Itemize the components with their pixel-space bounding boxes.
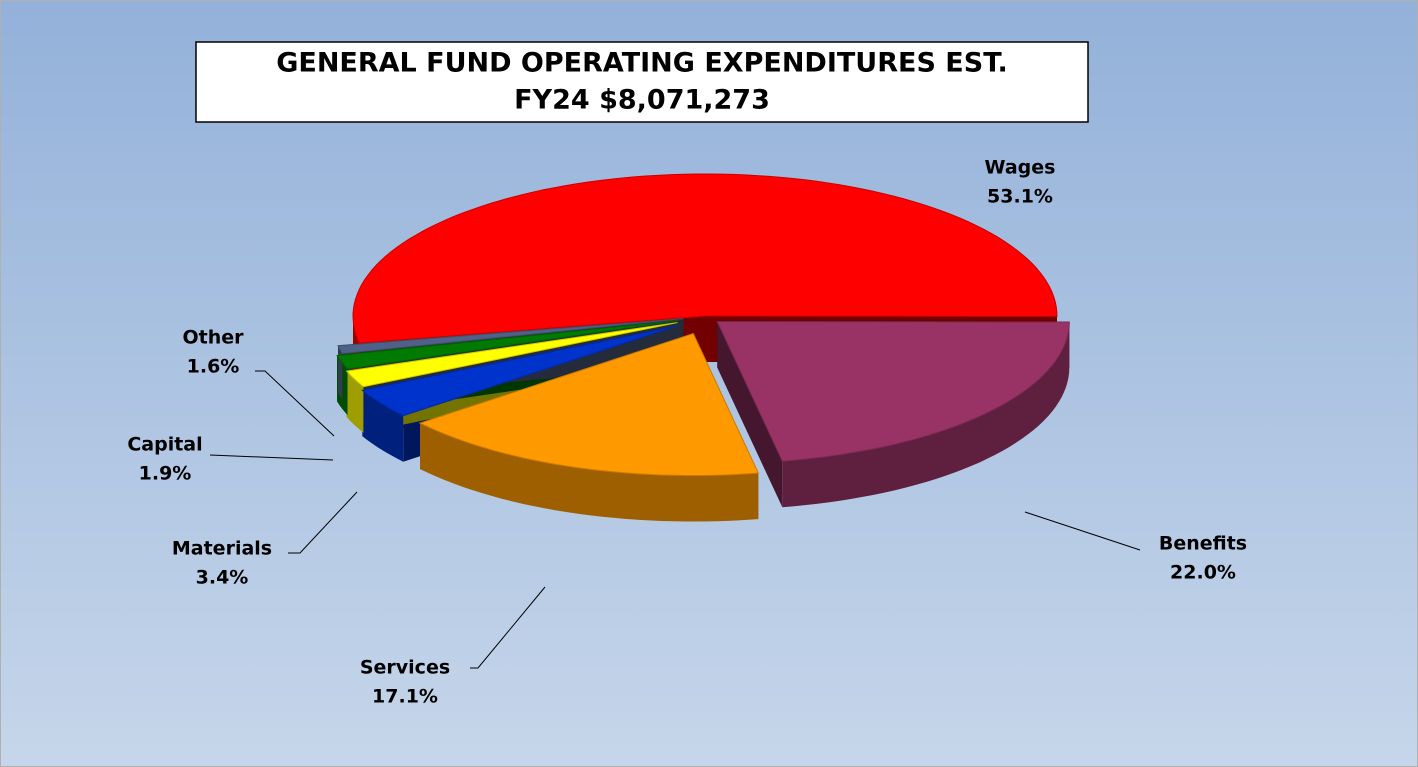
chart-title: FY24 $8,071,273 (514, 85, 770, 116)
data-label: 53.1% (987, 186, 1053, 208)
slice-side (420, 423, 759, 522)
leader-line (209, 454, 334, 461)
slice (418, 332, 760, 476)
title-box (195, 41, 1089, 123)
leader-line (1024, 511, 1141, 551)
data-label: Wages (985, 157, 1056, 179)
slice-side (362, 390, 404, 462)
leader-line (288, 491, 358, 554)
slice (361, 325, 677, 417)
slice (337, 318, 684, 355)
data-label: 1.6% (187, 356, 240, 378)
slice-side (782, 322, 1070, 508)
leader-line (255, 370, 335, 437)
data-label: Services (360, 657, 450, 679)
chart-title: GENERAL FUND OPERATING EXPENDITURES EST. (276, 48, 1008, 79)
slice (345, 322, 678, 388)
data-label: 17.1% (372, 686, 438, 708)
slice (352, 173, 1058, 344)
data-label: 1.9% (139, 463, 192, 485)
slice-side (338, 345, 343, 400)
slice (336, 320, 679, 370)
data-label: Materials (172, 538, 272, 560)
data-label: 3.4% (196, 567, 249, 589)
slice (716, 321, 1070, 462)
slice-side (717, 321, 783, 508)
leader-line (470, 586, 546, 669)
data-label: 22.0% (1170, 562, 1236, 584)
data-label: Capital (127, 434, 202, 456)
slice-side (346, 371, 364, 433)
data-label: Other (182, 327, 244, 349)
data-label: Benefits (1159, 533, 1247, 555)
